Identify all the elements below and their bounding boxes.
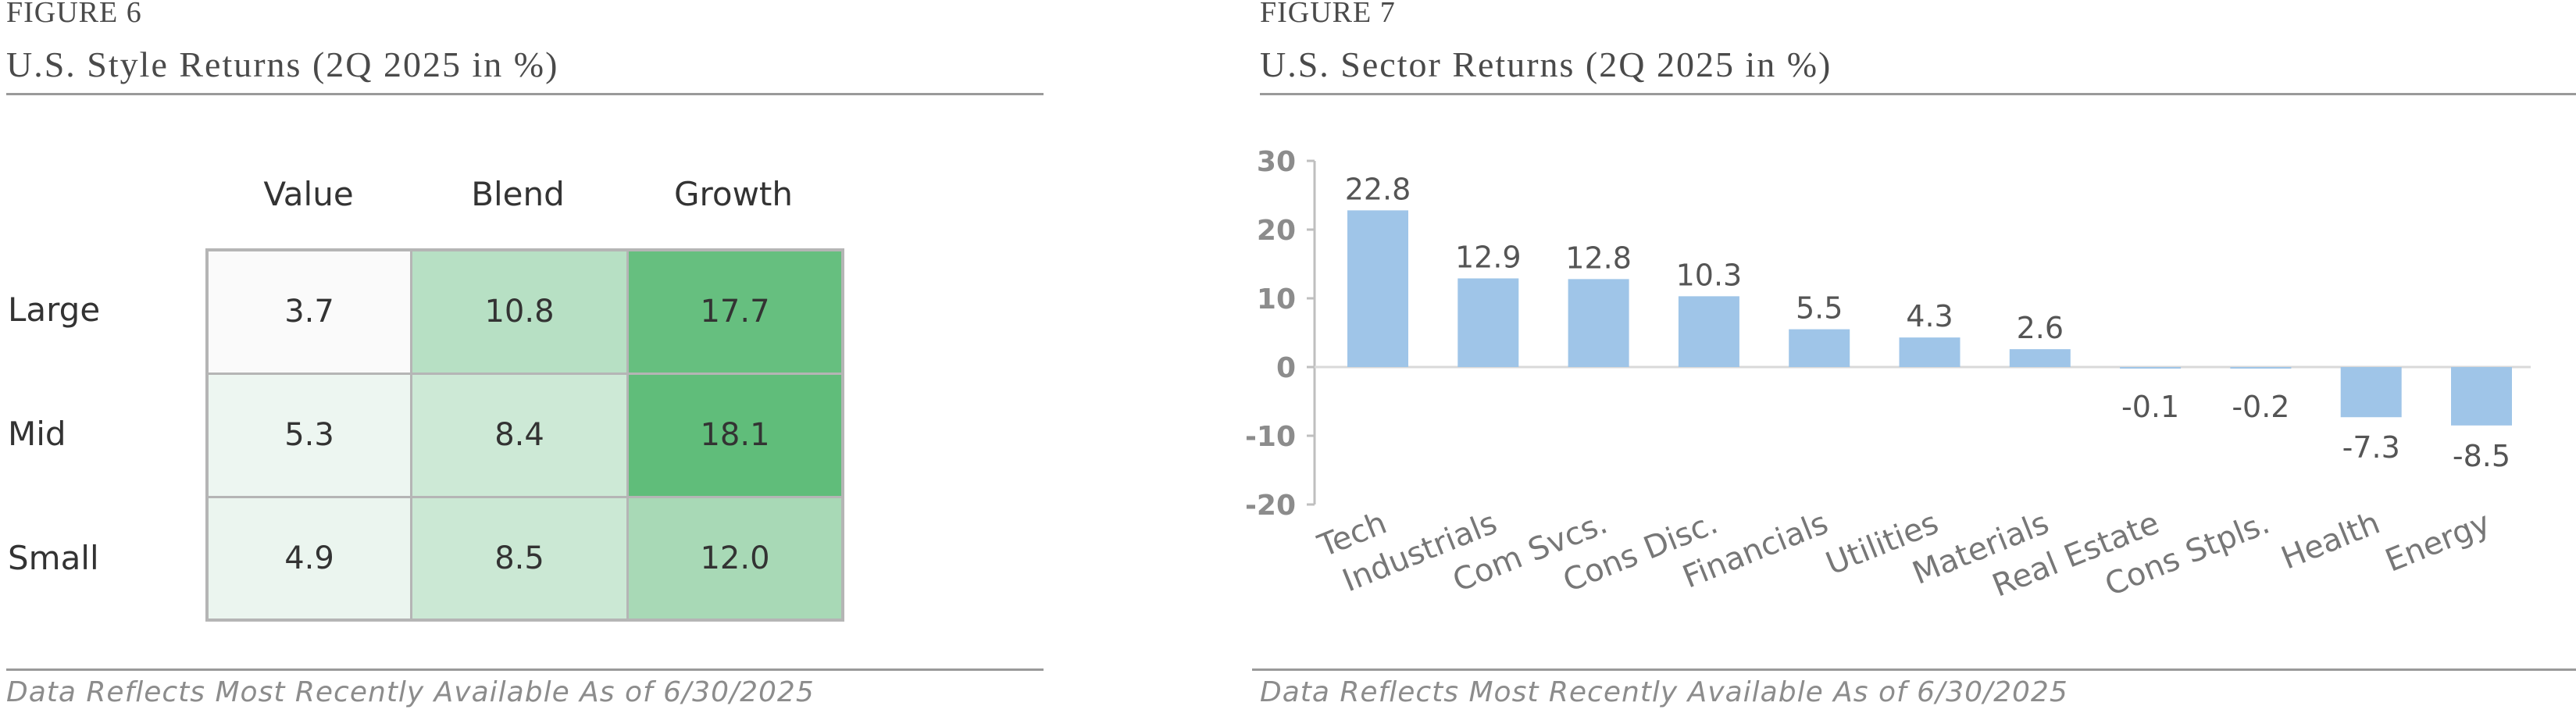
figure-7-footer: Data Reflects Most Recently Available As… (1260, 676, 2068, 708)
figure-7-footer-rule (1252, 668, 2576, 671)
bar-energy (2451, 367, 2512, 426)
data-label: 12.9 (1455, 240, 1522, 274)
figure-6-footer: Data Reflects Most Recently Available As… (6, 676, 815, 708)
figure-6-title-rule (6, 93, 1044, 95)
data-label: 12.8 (1565, 241, 1632, 275)
y-tick-label: -20 (1245, 490, 1296, 522)
bar-com-svcs (1568, 279, 1629, 367)
cell-mid-blend: 8.4 (410, 372, 629, 498)
category-label: Health (2276, 505, 2385, 577)
bar-cons-stpls (2230, 367, 2292, 369)
bar-tech (1347, 210, 1408, 367)
cell-small-growth: 12.0 (626, 495, 844, 622)
y-tick-label: 20 (1257, 215, 1296, 247)
cell-mid-growth: 18.1 (626, 372, 844, 498)
y-tick-label: 30 (1257, 146, 1296, 178)
data-label: 5.5 (1796, 291, 1843, 326)
cell-large-growth: 17.7 (626, 248, 844, 375)
y-tick-label: 0 (1276, 352, 1296, 384)
bar-financials (1789, 329, 1850, 367)
figure-6-title: U.S. Style Returns (2Q 2025 in %) (6, 45, 559, 84)
data-label: 22.8 (1345, 172, 1411, 206)
column-header-blend: Blend (471, 175, 565, 213)
row-header-small: Small (8, 539, 99, 577)
row-header-mid: Mid (8, 415, 66, 453)
figure-6-label: FIGURE 6 (6, 0, 142, 29)
bar-utilities (1899, 337, 1961, 367)
bar-real-estate (2120, 367, 2182, 369)
style-returns-grid: 3.7 10.8 17.7 5.3 8.4 18.1 4.9 8.5 12.0 (205, 248, 844, 622)
figure-7-title: U.S. Sector Returns (2Q 2025 in %) (1260, 45, 1832, 84)
data-label: 4.3 (1906, 299, 1953, 333)
cell-mid-value: 5.3 (205, 372, 412, 498)
data-label: 2.6 (2017, 311, 2064, 345)
data-label: -0.1 (2121, 390, 2179, 424)
cell-large-value: 3.7 (205, 248, 412, 375)
data-label: -0.2 (2232, 390, 2289, 424)
bar-health (2340, 367, 2402, 418)
y-tick-label: -10 (1245, 421, 1296, 453)
bar-industrials (1457, 278, 1519, 367)
row-header-large: Large (8, 291, 101, 329)
column-header-growth: Growth (673, 175, 794, 213)
cell-small-blend: 8.5 (410, 495, 629, 622)
y-tick-label: 10 (1257, 283, 1296, 316)
bar-materials (2009, 349, 2071, 367)
data-label: 10.3 (1676, 258, 1743, 292)
data-label: -8.5 (2453, 439, 2510, 473)
data-label: -7.3 (2342, 430, 2400, 465)
bar-cons-disc (1678, 296, 1739, 367)
cell-small-value: 4.9 (205, 495, 412, 622)
category-label: Energy (2381, 505, 2496, 579)
cell-large-blend: 10.8 (410, 248, 629, 375)
figure-6-footer-rule (6, 668, 1044, 671)
figure-7-label: FIGURE 7 (1260, 0, 1396, 29)
figure-7-title-rule (1260, 93, 2576, 95)
column-header-value: Value (263, 175, 354, 213)
